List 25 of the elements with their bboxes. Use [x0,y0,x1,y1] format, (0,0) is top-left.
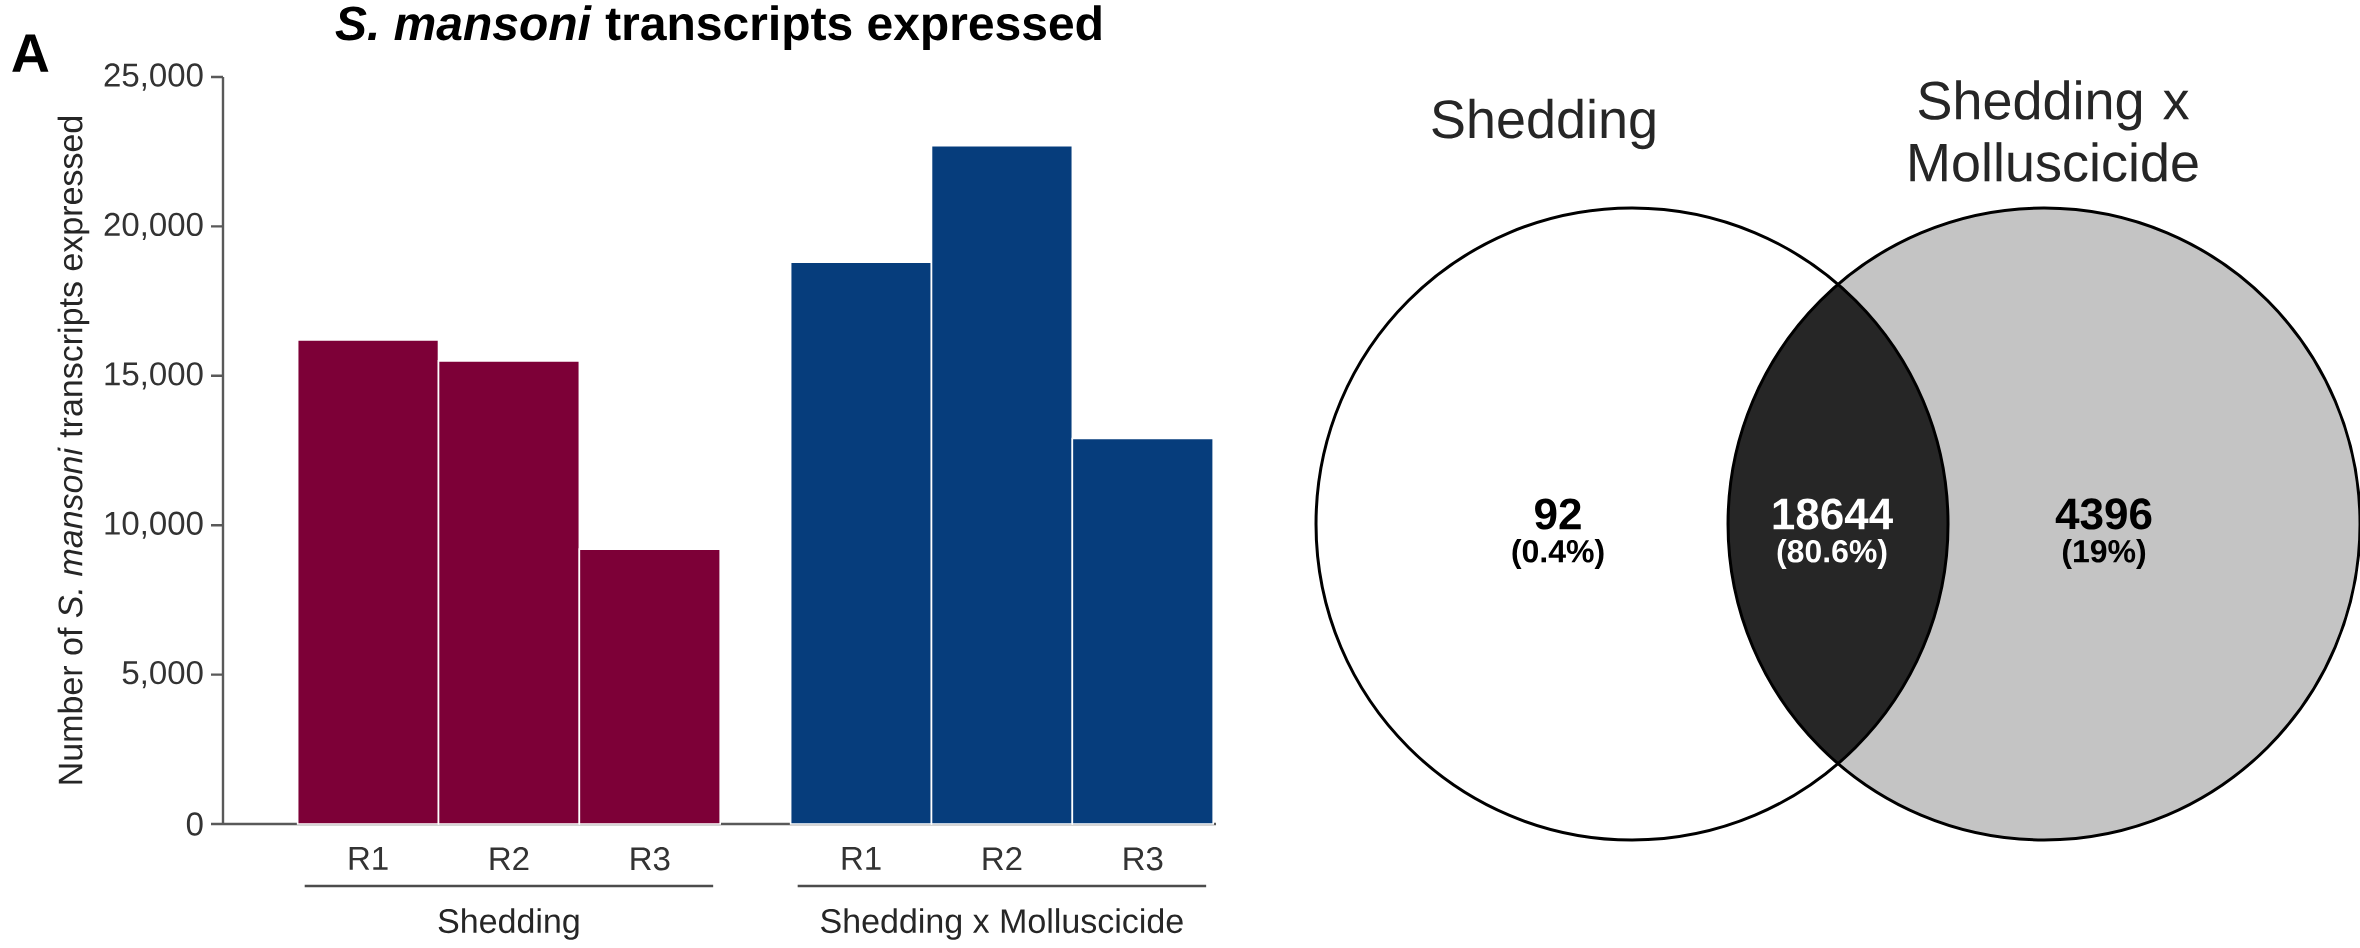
y-tick-label: 25,000 [104,63,203,91]
x-tick-label: R3 [631,847,670,871]
text: (80.6%) [1777,539,1887,569]
text: 18644 [1773,498,1893,530]
category-label: Shedding [1432,98,1655,150]
text: (19%) [2062,539,2146,569]
y-axis-title: Number of S. mansoni transcripts expressed [57,116,90,784]
x-tick-label: R1 [842,847,881,870]
text: Shedding x Molluscicide [821,908,1183,940]
y-tick-label: 5,000 [122,660,203,689]
y-tick-label: 20,000 [104,212,203,241]
y-tick-label: 10,000 [105,511,203,539]
x-tick-label: R3 [1124,847,1163,871]
chart-title: S. mansoni transcripts expressed [335,5,1101,50]
text: Shedding [438,908,579,940]
x-tick-label: R2 [490,847,529,871]
x-tick-label: R2 [983,847,1022,871]
text: A [12,34,49,72]
category-label: Shedding x Molluscicide [1910,80,2198,182]
text: 92 [1535,498,1581,530]
x-tick-label: R1 [349,847,388,870]
text: 4396 [2055,498,2152,530]
y-tick-label: 15,000 [105,362,203,390]
text: (0.4%) [1512,539,1604,569]
y-tick-label: 0 [186,812,203,836]
